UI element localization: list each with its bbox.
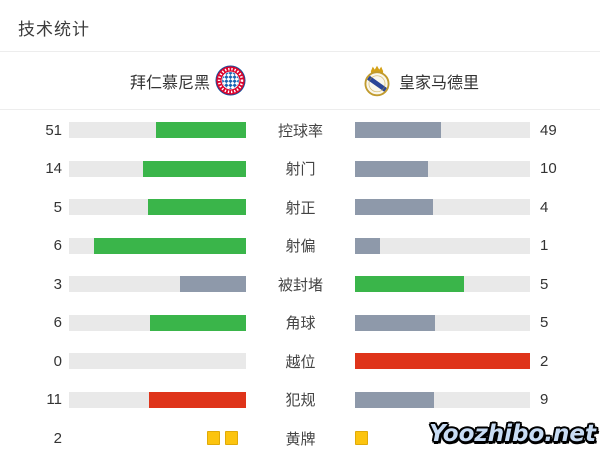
away-stat-value: 10	[540, 160, 557, 178]
stat-row: 14 射门 10	[0, 150, 600, 189]
away-cards	[355, 239, 530, 253]
away-cards	[355, 316, 530, 330]
away-stat-bar	[355, 122, 530, 139]
away-stat-bar-fill	[355, 237, 381, 254]
bayern-munich-logo	[215, 65, 246, 96]
home-stat-value: 6	[53, 237, 62, 255]
stat-row: 5 射正 4	[0, 188, 600, 227]
away-stat-bar	[355, 237, 530, 254]
away-stat-bar-fill	[355, 353, 530, 370]
home-stat-bar	[69, 430, 246, 446]
home-cards	[69, 239, 246, 253]
away-stat-value: 9	[540, 391, 549, 409]
stat-label: 角球	[285, 315, 316, 333]
stat-label: 控球率	[277, 122, 323, 140]
stat-row: 51 控球率 49	[0, 111, 600, 150]
away-cards	[355, 123, 530, 137]
stat-row: 6 角球 5	[0, 304, 600, 343]
stat-label: 射正	[285, 199, 316, 217]
home-cards	[69, 393, 246, 407]
home-team-header: 拜仁慕尼黑	[0, 65, 246, 96]
away-team-header: 皇家马德里	[355, 64, 600, 97]
away-stat-bar	[355, 353, 530, 370]
away-stat-bar-fill	[355, 391, 434, 408]
stat-label: 射门	[285, 161, 316, 179]
home-cards	[69, 123, 246, 137]
yellow-card-icon	[207, 431, 220, 446]
home-stat-value: 6	[53, 314, 62, 332]
home-cards	[69, 316, 246, 330]
stat-row: 3 被封堵 5	[0, 265, 600, 304]
away-stat-bar-fill	[355, 199, 433, 216]
home-stat-bar-fill	[94, 237, 246, 254]
away-cards	[355, 277, 530, 291]
away-stat-bar-fill	[355, 160, 428, 177]
home-stat-bar-fill	[149, 314, 246, 331]
home-stat-bar	[69, 353, 246, 370]
stat-label: 被封堵	[277, 276, 323, 294]
away-stat-bar-fill	[355, 276, 465, 293]
home-cards	[69, 354, 246, 368]
stat-row: 6 射偏 1	[0, 227, 600, 266]
away-cards	[355, 393, 530, 407]
home-stat-bar	[69, 160, 246, 177]
home-stat-bar	[69, 314, 246, 331]
home-stat-bar	[69, 391, 246, 408]
home-stat-bar-fill	[142, 160, 246, 177]
away-team-name: 皇家马德里	[399, 74, 480, 92]
away-stat-value: 49	[540, 121, 557, 139]
away-stat-value: 2	[540, 352, 549, 370]
away-cards	[355, 200, 530, 214]
away-stat-bar	[355, 430, 530, 446]
stat-row: 11 犯规 9	[0, 381, 600, 420]
teams-header: 拜仁慕尼黑	[0, 52, 600, 110]
home-stat-bar-fill	[179, 276, 246, 293]
home-stat-bar	[69, 237, 246, 254]
home-stat-bar	[69, 122, 246, 139]
home-cards	[69, 277, 246, 291]
home-cards	[69, 162, 246, 176]
watermark: Yoozhibo.net	[429, 421, 596, 447]
page-title: 技术统计	[0, 0, 600, 52]
away-stat-bar	[355, 276, 530, 293]
home-cards	[69, 200, 246, 214]
real-madrid-logo	[364, 65, 390, 97]
away-stat-bar	[355, 314, 530, 331]
away-stat-bar	[355, 199, 530, 216]
away-cards	[355, 431, 530, 446]
stat-row: 2 黄牌	[0, 419, 600, 458]
home-stat-bar	[69, 199, 246, 216]
home-cards	[69, 431, 246, 446]
stat-label: 越位	[285, 353, 316, 371]
home-stat-bar-fill	[155, 122, 246, 139]
away-cards	[355, 162, 530, 176]
away-stat-value: 4	[540, 198, 549, 216]
home-stat-value: 11	[46, 391, 62, 409]
away-stat-bar-fill	[355, 314, 435, 331]
stats-list: 51 控球率 49 14 射门 10 5 射正	[0, 110, 600, 458]
home-stat-value: 5	[53, 198, 62, 216]
stat-label: 犯规	[285, 392, 316, 410]
away-stat-bar-fill	[355, 122, 441, 139]
away-stat-value: 5	[540, 275, 549, 293]
away-stat-bar	[355, 391, 530, 408]
home-stat-value: 14	[45, 160, 62, 178]
home-team-name: 拜仁慕尼黑	[129, 74, 210, 92]
home-stat-value: 51	[45, 121, 62, 139]
stat-label: 射偏	[285, 238, 316, 256]
stat-label: 黄牌	[285, 430, 316, 448]
home-stat-value: 2	[53, 429, 62, 447]
away-stat-value: 5	[540, 314, 549, 332]
yellow-card-icon	[355, 431, 368, 446]
away-stat-value: 1	[540, 237, 549, 255]
away-cards	[355, 354, 530, 368]
yellow-card-icon	[225, 431, 238, 446]
away-stat-bar	[355, 160, 530, 177]
home-stat-value: 3	[53, 275, 62, 293]
home-stat-bar-fill	[147, 199, 246, 216]
home-stat-bar-fill	[148, 391, 246, 408]
home-stat-value: 0	[53, 352, 62, 370]
home-stat-bar	[69, 276, 246, 293]
stat-row: 0 越位 2	[0, 342, 600, 381]
